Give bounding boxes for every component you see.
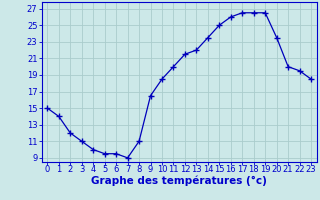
X-axis label: Graphe des températures (°c): Graphe des températures (°c) xyxy=(91,175,267,186)
